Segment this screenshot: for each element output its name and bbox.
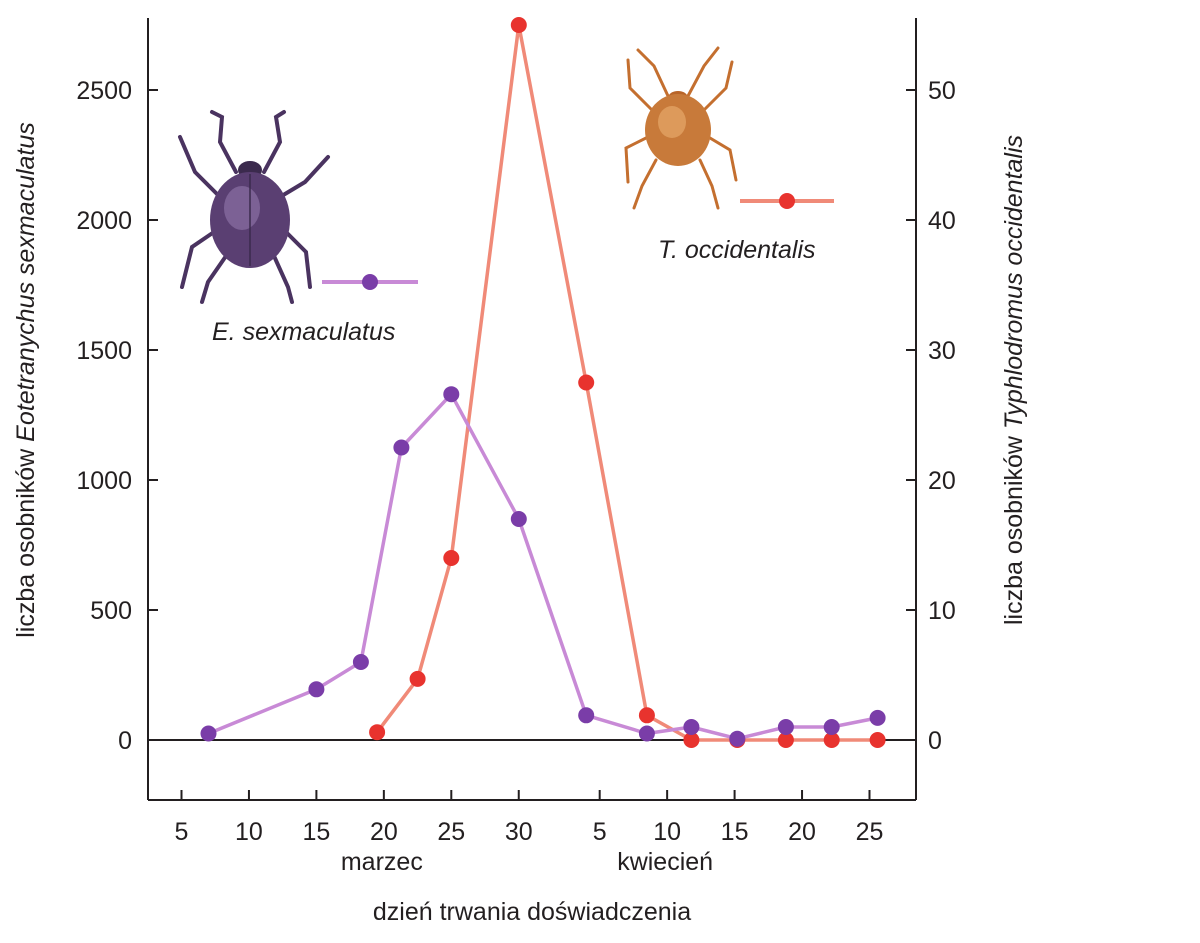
data-point-t-occidentalis — [869, 732, 886, 748]
data-point-e-sexmaculatus — [578, 707, 595, 724]
y2-axis-title-species: Typhlodromus occidentalis — [1000, 135, 1028, 429]
x-tick-label: 5 — [175, 818, 189, 846]
x-tick-label: 5 — [593, 818, 607, 846]
x-tick-label: 20 — [370, 818, 398, 846]
y2-tick-label: 0 — [928, 727, 942, 755]
e-sexmaculatus-mite-icon — [178, 110, 330, 304]
data-point-t-occidentalis — [409, 670, 426, 687]
data-point-e-sexmaculatus — [308, 681, 325, 698]
y2-axis-title-prefix: liczba osobników — [1000, 435, 1028, 625]
series-line-t-occidentalis — [375, 23, 878, 742]
x-tick-label: 10 — [235, 818, 263, 846]
month-label: marzec — [341, 848, 423, 876]
x-tick-label: 10 — [653, 818, 681, 846]
y-tick-label: 1000 — [76, 467, 132, 495]
data-point-e-sexmaculatus — [683, 719, 700, 735]
month-label: kwiecień — [617, 848, 713, 876]
data-point-e-sexmaculatus — [352, 654, 369, 670]
x-tick-label: 15 — [721, 818, 749, 846]
data-point-e-sexmaculatus — [393, 439, 410, 456]
data-point-t-occidentalis — [683, 732, 700, 748]
legend-e-marker — [362, 274, 378, 290]
data-point-e-sexmaculatus — [823, 719, 840, 735]
y-tick-label: 0 — [118, 727, 132, 755]
data-point-t-occidentalis — [777, 732, 794, 748]
data-point-e-sexmaculatus — [729, 730, 746, 747]
x-tick-label: 25 — [856, 818, 884, 846]
data-point-e-sexmaculatus — [777, 719, 794, 735]
legend-t-occidentalis: T. occidentalis — [658, 193, 834, 264]
legend-t-marker — [779, 193, 795, 209]
y-axis-title: liczba osobników Eotetranychus sexmacula… — [12, 122, 40, 638]
data-point-t-occidentalis — [638, 707, 655, 724]
y2-tick-label: 30 — [928, 337, 956, 365]
y2-tick-label: 20 — [928, 467, 956, 495]
x-tick-label: 25 — [437, 818, 465, 846]
legend-t-label: T. occidentalis — [658, 236, 816, 264]
y2-tick-label: 40 — [928, 207, 956, 235]
tick-marks: 0 500 1000 1500 2000 2500 0 10 20 30 40 50 5 10 15 20 25… — [76, 77, 955, 876]
t-occidentalis-mite-icon — [624, 46, 738, 210]
data-point-t-occidentalis — [823, 732, 840, 748]
data-point-e-sexmaculatus — [443, 386, 460, 403]
x-tick-label: 15 — [302, 818, 330, 846]
data-point-t-occidentalis — [578, 374, 595, 391]
y2-tick-label: 50 — [928, 77, 956, 105]
x-axis-title: dzień trwania doświadczenia — [373, 898, 691, 926]
y-tick-label: 2500 — [76, 77, 132, 105]
data-point-t-occidentalis — [443, 550, 460, 566]
data-point-e-sexmaculatus — [638, 725, 655, 742]
data-point-t-occidentalis — [369, 724, 386, 741]
x-tick-label: 20 — [788, 818, 816, 846]
data-point-e-sexmaculatus — [200, 725, 217, 742]
y-tick-label: 1500 — [76, 337, 132, 365]
series — [200, 17, 886, 748]
x-tick-label: 30 — [505, 818, 533, 846]
y2-tick-label: 10 — [928, 597, 956, 625]
legend-e-sexmaculatus: E. sexmaculatus — [212, 274, 418, 346]
data-point-e-sexmaculatus — [510, 511, 527, 527]
axes — [147, 18, 917, 801]
data-point-t-occidentalis — [510, 17, 527, 33]
y-axis-title-species: Eotetranychus sexmaculatus — [12, 122, 40, 442]
legend-e-label: E. sexmaculatus — [212, 318, 395, 346]
y-tick-label: 2000 — [76, 207, 132, 235]
y-tick-label: 500 — [90, 597, 132, 625]
data-point-e-sexmaculatus — [869, 709, 886, 726]
y2-axis-title: liczba osobników Typhlodromus occidental… — [1000, 135, 1028, 625]
y-axis-title-prefix: liczba osobników — [12, 448, 40, 638]
